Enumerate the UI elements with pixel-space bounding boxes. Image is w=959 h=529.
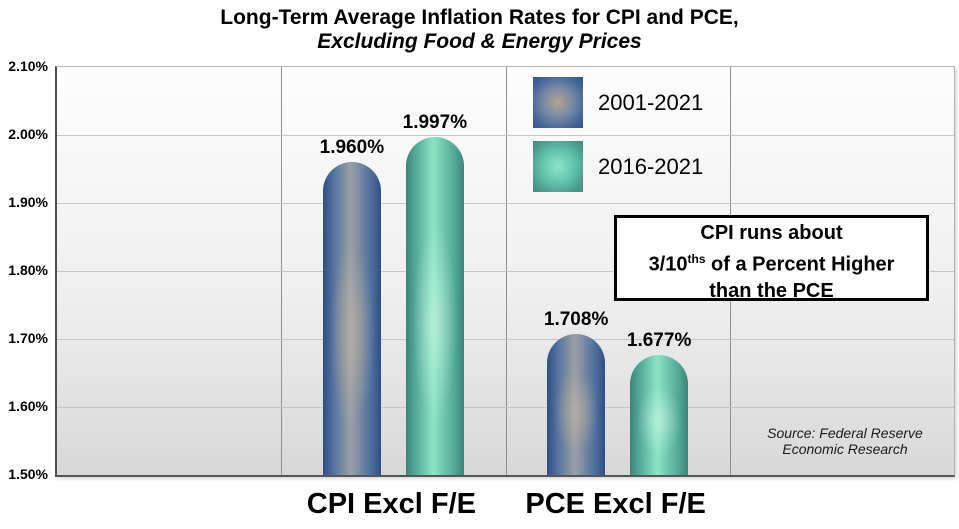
horizontal-gridline (57, 339, 954, 340)
plot-area: 2001-2021 2016-2021 CPI runs about 3/10t… (55, 66, 955, 477)
legend-item-2016-2021: 2016-2021 (533, 141, 703, 192)
source-line1: Source: Federal Reserve (767, 425, 923, 441)
horizontal-gridline (57, 271, 954, 272)
chart-title: Long-Term Average Inflation Rates for CP… (220, 6, 739, 29)
chart-subtitle: Excluding Food & Energy Prices (317, 30, 642, 53)
legend-item-2001-2021: 2001-2021 (533, 77, 703, 128)
y-tick-label: 2.00% (8, 126, 48, 142)
annotation-line3: than the PCE (709, 279, 834, 302)
annotation-superscript: ths (687, 252, 706, 266)
bar-2016-2021-pce-excl-f-e (630, 354, 689, 475)
y-tick-label: 2.10% (8, 58, 48, 74)
legend-swatch-blue-icon (533, 77, 583, 128)
horizontal-gridline (57, 407, 954, 408)
y-tick-label: 1.60% (8, 398, 48, 414)
bar-value-label: 1.960% (319, 137, 385, 159)
legend-swatch-teal-icon (533, 141, 583, 192)
chart-title-block: Long-Term Average Inflation Rates for CP… (0, 6, 959, 54)
legend-label: 2016-2021 (598, 153, 704, 179)
annotation-line1: CPI runs about (700, 222, 843, 244)
source-line2: Economic Research (782, 441, 908, 457)
y-tick-label: 1.90% (8, 194, 48, 210)
y-tick-label: 1.80% (8, 262, 48, 278)
bar-value-label: 1.997% (402, 112, 468, 134)
bar-2001-2021-pce-excl-f-e (547, 333, 606, 475)
horizontal-gridline (57, 135, 954, 136)
annotation-box: CPI runs about 3/10ths of a Percent High… (614, 215, 929, 302)
bar-2016-2021-cpi-excl-f-e (405, 137, 464, 475)
bar-value-label: 1.677% (626, 329, 692, 351)
annotation-line2: 3/10ths of a Percent Higher (648, 252, 895, 276)
source-note: Source: Federal Reserve Economic Researc… (720, 425, 959, 457)
x-axis-label: PCE Excl F/E (525, 488, 706, 520)
legend: 2001-2021 2016-2021 (533, 77, 703, 205)
bar-value-label: 1.708% (543, 308, 609, 330)
horizontal-gridline (57, 203, 954, 204)
y-tick-label: 1.70% (8, 330, 48, 346)
legend-label: 2001-2021 (598, 89, 704, 115)
y-tick-label: 1.50% (8, 466, 48, 482)
x-axis-label: CPI Excl F/E (306, 488, 476, 520)
bar-2001-2021-cpi-excl-f-e (322, 162, 381, 475)
